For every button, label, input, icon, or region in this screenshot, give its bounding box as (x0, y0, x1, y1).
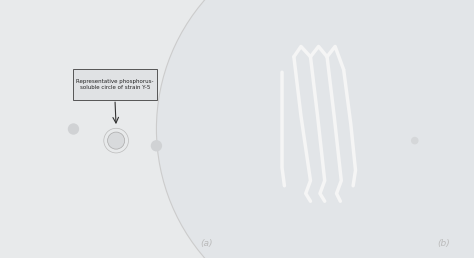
FancyBboxPatch shape (73, 69, 157, 100)
Ellipse shape (411, 137, 419, 144)
Ellipse shape (151, 140, 162, 151)
Ellipse shape (152, 0, 474, 258)
Ellipse shape (156, 0, 474, 258)
Text: (b): (b) (437, 239, 449, 248)
Ellipse shape (68, 123, 79, 135)
Ellipse shape (0, 0, 306, 258)
Ellipse shape (104, 128, 128, 153)
Text: (a): (a) (200, 239, 212, 248)
Text: Representative phosphorus-
soluble circle of strain Y-5: Representative phosphorus- soluble circl… (76, 79, 154, 90)
Ellipse shape (0, 0, 310, 258)
Ellipse shape (108, 132, 125, 149)
